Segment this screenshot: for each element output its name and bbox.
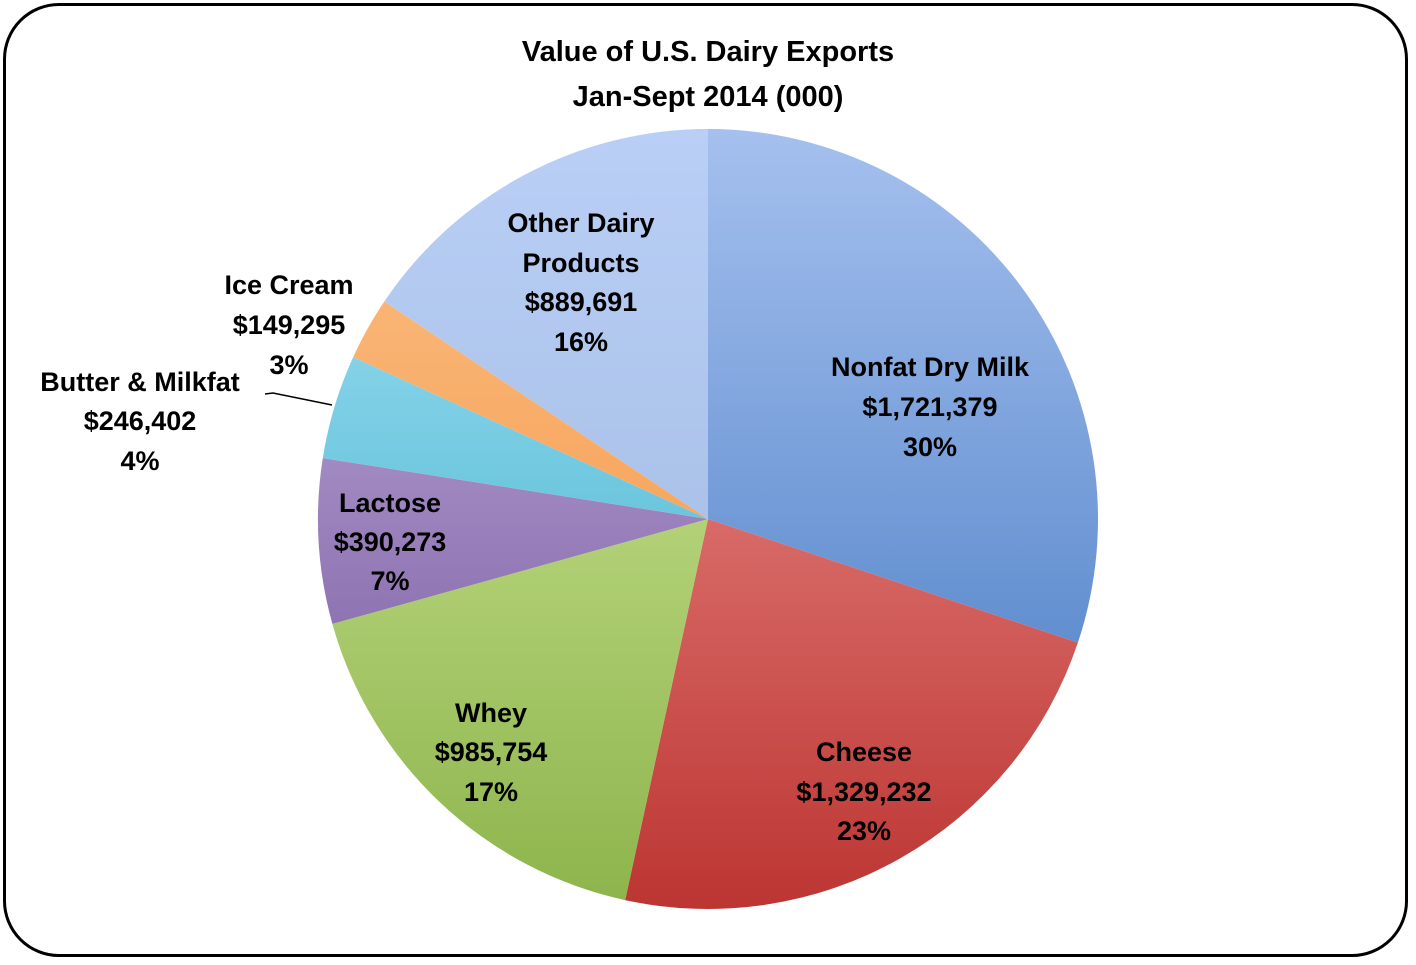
slice-label-other-dairy-products-value: $889,691 (525, 287, 638, 317)
pie-slice-other-dairy-products (384, 129, 708, 519)
slice-label-nonfat-dry-milk-value: $1,721,379 (862, 392, 997, 422)
slice-label-whey-value: $985,754 (435, 737, 548, 767)
slice-labels: Nonfat Dry Milk $1,721,379 30% Cheese $1,329… (40, 208, 1030, 846)
slice-label-other-dairy-products-name-line-2: Products (522, 248, 639, 278)
slice-label-whey-name: Whey (455, 698, 527, 728)
pie-slice-nonfat-dry-milk (708, 129, 1098, 643)
slice-label-lactose-value: $390,273 (334, 527, 447, 557)
slice-label-whey-percent: 17% (464, 777, 518, 807)
slice-label-lactose-percent: 7% (370, 566, 409, 596)
slice-label-cheese-name: Cheese (816, 737, 912, 767)
slice-label-other-dairy-products-name-line-1: Other Dairy (507, 208, 654, 238)
slice-label-lactose-name: Lactose (339, 488, 441, 518)
pie-slices (317, 129, 1098, 909)
slice-label-cheese-value: $1,329,232 (796, 777, 931, 807)
slice-label-butter-milkfat-value: $246,402 (84, 406, 197, 436)
pie-slice-ice-cream (353, 301, 708, 519)
slice-label-ice-cream-name: Ice Cream (224, 270, 353, 300)
slice-label-nonfat-dry-milk-percent: 30% (903, 432, 957, 462)
pie-slice-whey (332, 519, 708, 901)
slice-label-butter-milkfat-percent: 4% (120, 446, 159, 476)
slice-label-ice-cream-percent: 3% (269, 350, 308, 380)
slice-label-other-dairy-products-percent: 16% (554, 327, 608, 357)
chart-title: Value of U.S. Dairy Exports (522, 36, 894, 68)
slice-label-nonfat-dry-milk-name: Nonfat Dry Milk (831, 352, 1030, 382)
slice-label-cheese-percent: 23% (837, 816, 891, 846)
pie-slice-butter-milkfat (322, 357, 708, 519)
leader-lines (264, 392, 333, 406)
pie-slice-lactose (317, 458, 708, 624)
slice-label-ice-cream-value: $149,295 (233, 310, 346, 340)
leader-line-butter-milkfat (264, 392, 333, 406)
pie-slice-cheese (625, 519, 1078, 909)
chart-subtitle: Jan-Sept 2014 (000) (573, 81, 844, 113)
slice-label-butter-milkfat-name: Butter & Milkfat (40, 367, 240, 397)
